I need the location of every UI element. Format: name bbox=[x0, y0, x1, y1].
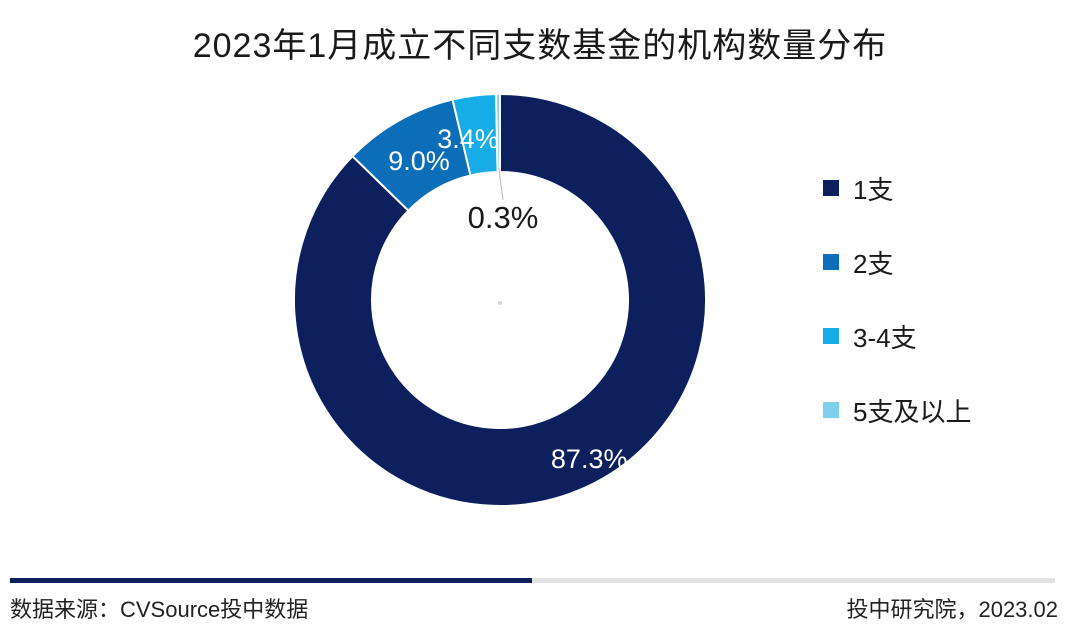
donut-chart: 87.3% 9.0%3.4% 0.3% bbox=[293, 92, 707, 507]
legend-swatch bbox=[823, 254, 839, 270]
legend-item-4: 5支及以上 bbox=[823, 390, 1063, 430]
legend-item-1: 1支 bbox=[823, 168, 1063, 208]
donut-slices bbox=[293, 92, 707, 507]
legend-swatch bbox=[823, 328, 839, 344]
center-dot bbox=[498, 301, 502, 305]
donut-slice-1 bbox=[293, 92, 707, 507]
chart-title: 2023年1月成立不同支数基金的机构数量分布 bbox=[192, 27, 888, 65]
legend-label: 2支 bbox=[853, 248, 894, 279]
legend-swatch bbox=[823, 402, 839, 418]
legend-label: 1支 bbox=[853, 174, 894, 205]
slice-label-4: 0.3% bbox=[468, 200, 539, 235]
chart-legend: 1支 2支 3-4支 5支及以上 bbox=[823, 168, 1063, 464]
legend-swatch bbox=[823, 180, 839, 196]
legend-item-3: 3-4支 bbox=[823, 316, 1063, 356]
slice-labels: 87.3% 9.0%3.4% 0.3% bbox=[388, 124, 627, 474]
legend-item-2: 2支 bbox=[823, 242, 1063, 282]
leader-line bbox=[498, 167, 504, 201]
publisher-credit: 投中研究院，2023.02 bbox=[846, 597, 1058, 622]
slice-label-2: 9.0% bbox=[388, 146, 450, 176]
source-note: 数据来源：CVSource投中数据 bbox=[10, 597, 309, 622]
footer-divider bbox=[10, 578, 1055, 583]
legend-label: 5支及以上 bbox=[853, 396, 972, 427]
slice-label-3: 3.4% bbox=[437, 124, 499, 154]
donut-slice-4 bbox=[495, 92, 501, 174]
footer-divider-accent bbox=[10, 578, 532, 583]
slice-label-1: 87.3% bbox=[551, 444, 628, 474]
legend-label: 3-4支 bbox=[853, 322, 917, 353]
